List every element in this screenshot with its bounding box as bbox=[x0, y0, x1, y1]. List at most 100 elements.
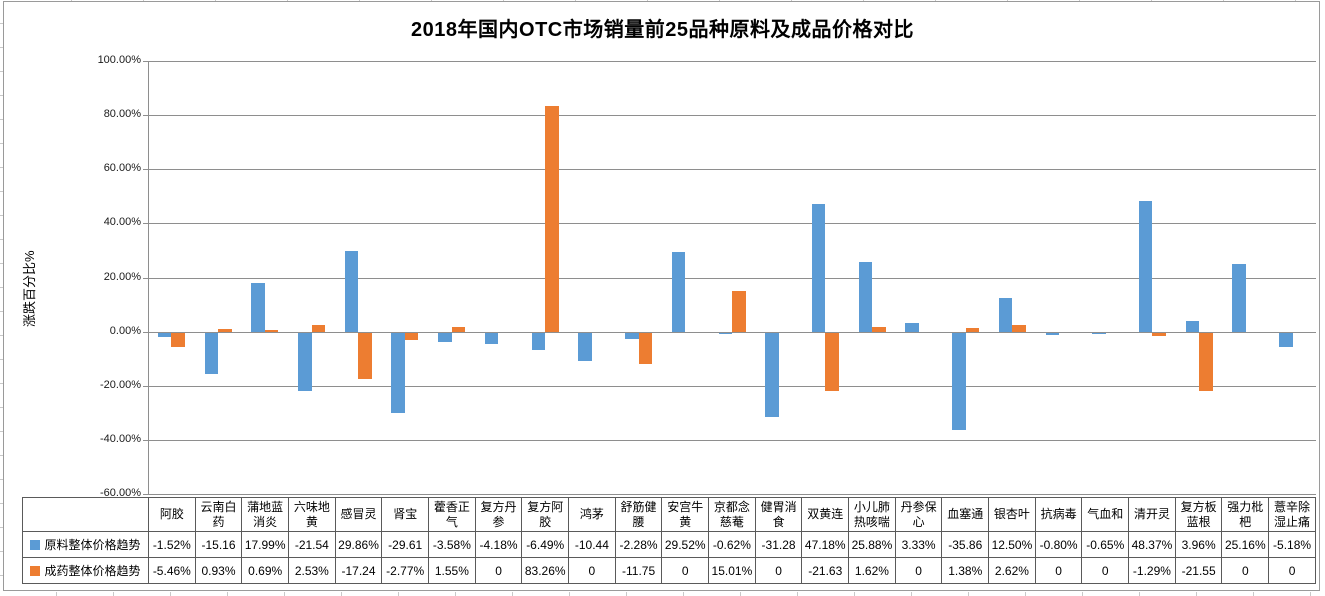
bar-raw-血塞通 bbox=[952, 332, 966, 430]
value-cell: -0.62% bbox=[708, 531, 756, 558]
category-header: 鸿茅 bbox=[568, 497, 616, 532]
value-cell: 83.26% bbox=[521, 557, 570, 584]
bar-raw-云南白药 bbox=[204, 332, 219, 374]
y-axis-tick bbox=[143, 115, 148, 116]
value-cell: 0 bbox=[894, 557, 943, 584]
value-cell: 0 bbox=[1221, 557, 1270, 584]
value-cell: -6.49% bbox=[521, 531, 570, 558]
bar-raw-清开灵 bbox=[1138, 200, 1153, 332]
value-cell: -5.46% bbox=[148, 557, 196, 584]
bar-raw-复方丹参 bbox=[484, 332, 499, 344]
table-header-row: 阿胶 云南白药 蒲地蓝消炎 六味地黄 感冒灵 肾宝 藿香正气 复方丹参 复方阿胶 鸿茅 舒筋健腰 安宫… bbox=[22, 497, 1316, 532]
value-cell: -2.28% bbox=[614, 531, 663, 558]
value-cell: 15.01% bbox=[708, 557, 756, 584]
value-cell: 2.53% bbox=[288, 557, 336, 584]
category-header: 安宫牛黄 bbox=[661, 497, 710, 532]
value-cell: -29.61 bbox=[381, 531, 430, 558]
value-cell: -4.18% bbox=[474, 531, 523, 558]
bar-drug-清开灵 bbox=[1152, 332, 1166, 337]
y-axis-tick bbox=[143, 169, 148, 170]
value-cell: -11.75 bbox=[614, 557, 663, 584]
category-header: 强力枇杷 bbox=[1221, 497, 1270, 532]
value-cell: 0.93% bbox=[194, 557, 243, 584]
legend-label: 成药整体价格趋势 bbox=[44, 564, 141, 578]
value-cell: -0.65% bbox=[1081, 531, 1130, 558]
value-cell: -2.77% bbox=[381, 557, 430, 584]
chart-frame bbox=[3, 1, 1320, 591]
gridline bbox=[148, 115, 1316, 116]
category-header: 感冒灵 bbox=[334, 497, 383, 532]
bar-raw-京都念慈菴 bbox=[718, 332, 732, 335]
category-header: 银杏叶 bbox=[988, 497, 1036, 532]
bar-drug-肾宝 bbox=[404, 332, 419, 341]
value-cell: -17.24 bbox=[334, 557, 383, 584]
worksheet-gridline-stubs-left bbox=[0, 0, 3, 596]
value-cell: -35.86 bbox=[941, 531, 990, 558]
bar-drug-蒲地蓝消炎 bbox=[264, 329, 279, 332]
category-header: 肾宝 bbox=[381, 497, 430, 532]
category-header: 阿胶 bbox=[148, 497, 196, 532]
bar-raw-复方阿胶 bbox=[531, 332, 546, 351]
value-cell: 1.55% bbox=[428, 557, 476, 584]
bar-raw-肾宝 bbox=[391, 332, 405, 413]
value-cell: 12.50% bbox=[988, 531, 1036, 558]
value-cell: 1.38% bbox=[941, 557, 990, 584]
legend-swatch-icon bbox=[30, 566, 41, 576]
value-cell: -1.52% bbox=[148, 531, 196, 558]
bar-drug-六味地黄 bbox=[311, 324, 326, 332]
bar-raw-感冒灵 bbox=[344, 250, 359, 332]
y-tick-label: 100.00% bbox=[97, 54, 141, 66]
value-cell: 1.62% bbox=[848, 557, 896, 584]
category-header: 云南白药 bbox=[194, 497, 243, 532]
value-cell: -0.80% bbox=[1034, 531, 1083, 558]
category-header: 抗病毒 bbox=[1034, 497, 1083, 532]
y-axis-title: 涨跌百分比% bbox=[22, 250, 37, 327]
gridline bbox=[148, 386, 1316, 387]
bar-raw-健胃消食 bbox=[765, 332, 779, 418]
category-header: 健胃消食 bbox=[754, 497, 803, 532]
value-cell: 25.16% bbox=[1221, 531, 1270, 558]
worksheet-gridline-stubs-bottom bbox=[0, 592, 1325, 596]
value-cell: 47.18% bbox=[801, 531, 850, 558]
value-cell: -15.16 bbox=[194, 531, 243, 558]
category-header: 蒲地蓝消炎 bbox=[241, 497, 290, 532]
value-cell: -1.29% bbox=[1128, 557, 1176, 584]
bar-raw-复方板蓝根 bbox=[1185, 320, 1200, 332]
bar-drug-舒筋健腰 bbox=[638, 332, 653, 365]
category-header: 复方阿胶 bbox=[521, 497, 570, 532]
value-cell: -5.18% bbox=[1268, 531, 1316, 558]
y-tick-label: 20.00% bbox=[103, 271, 141, 283]
value-cell: 0.69% bbox=[241, 557, 290, 584]
bar-raw-小儿肺热咳喘 bbox=[858, 261, 873, 332]
bar-raw-鸿茅 bbox=[578, 332, 592, 361]
category-header: 小儿肺热咳喘 bbox=[848, 497, 896, 532]
bar-drug-阿胶 bbox=[171, 332, 185, 348]
legend-item-finished-drug: 成药整体价格趋势 bbox=[22, 557, 149, 584]
bar-raw-丹参保心 bbox=[905, 322, 919, 332]
value-cell: 3.96% bbox=[1174, 531, 1223, 558]
bar-raw-抗病毒 bbox=[1045, 332, 1060, 335]
category-header: 复方板蓝根 bbox=[1174, 497, 1223, 532]
gridline bbox=[148, 223, 1316, 224]
table-row: 原料整体价格趋势 -1.52% -15.16 17.99% -21.54 29.86% -2… bbox=[22, 531, 1316, 558]
category-header: 藿香正气 bbox=[428, 497, 476, 532]
value-cell: 2.62% bbox=[988, 557, 1036, 584]
y-tick-label: 40.00% bbox=[103, 216, 141, 228]
legend-swatch-icon bbox=[30, 540, 41, 550]
category-header: 京都念慈菴 bbox=[708, 497, 756, 532]
bar-raw-阿胶 bbox=[157, 332, 172, 337]
bar-drug-藿香正气 bbox=[451, 327, 466, 332]
bar-raw-六味地黄 bbox=[298, 332, 312, 391]
bar-raw-蒲地蓝消炎 bbox=[251, 282, 265, 332]
value-cell: 29.86% bbox=[334, 531, 383, 558]
value-cell: 0 bbox=[474, 557, 523, 584]
y-axis-tick bbox=[143, 278, 148, 279]
y-tick-label: -60.00% bbox=[100, 487, 141, 499]
value-cell: -21.63 bbox=[801, 557, 850, 584]
value-cell: 3.33% bbox=[894, 531, 943, 558]
bar-drug-京都念慈菴 bbox=[732, 291, 746, 332]
bar-drug-血塞通 bbox=[965, 327, 980, 332]
y-axis-tick bbox=[143, 440, 148, 441]
y-tick-label: -20.00% bbox=[100, 379, 141, 391]
category-header: 气血和 bbox=[1081, 497, 1130, 532]
